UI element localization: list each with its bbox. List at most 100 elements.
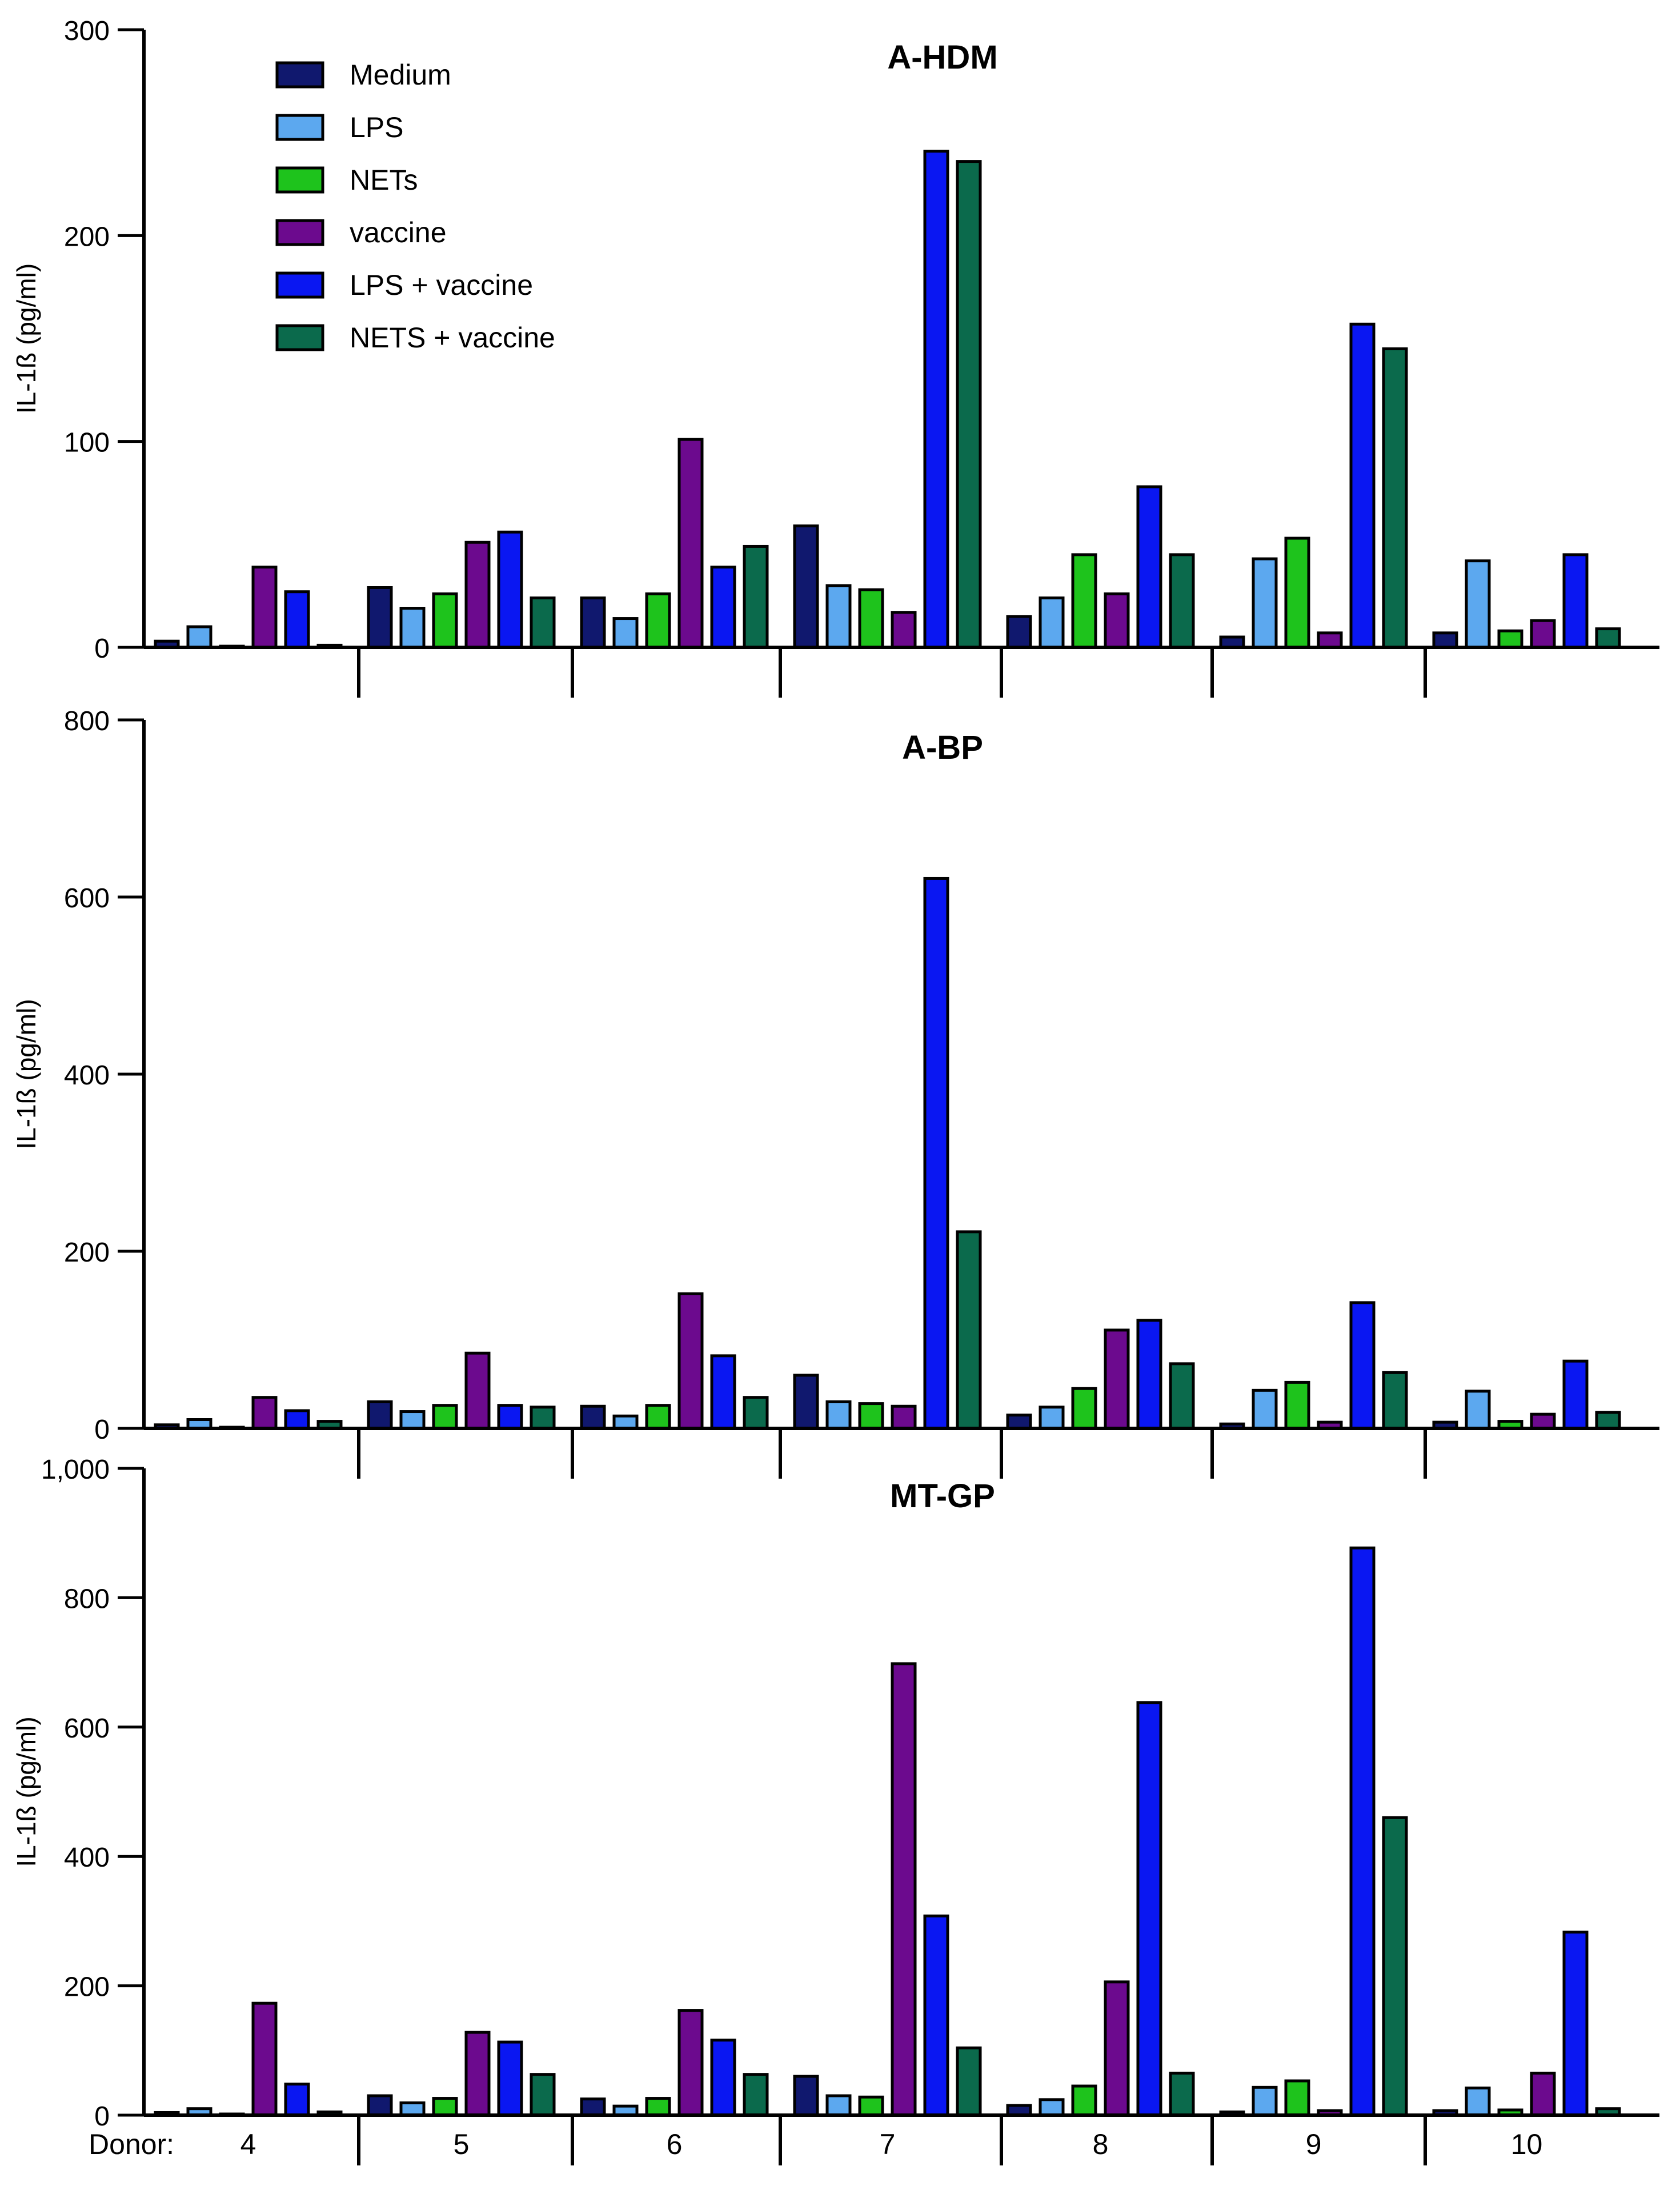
y-axis-label: IL-1ß (pg/ml) [11,999,41,1149]
bar-mt-gp-donor-7-nets-vaccine [956,2046,982,2117]
bar-a-bp-donor-10-nets-vaccine [1595,1411,1621,1430]
bar-a-hdm-donor-7-vaccine [891,611,917,649]
y-tick-label: 800 [64,706,110,736]
bar-mt-gp-donor-10-lps [1465,2086,1491,2117]
bar-mt-gp-donor-8-vaccine [1104,1980,1130,2117]
bar-a-bp-donor-9-nets [1284,1380,1310,1430]
x-tick-label: 9 [1306,2128,1322,2160]
legend-swatch [275,166,324,194]
bar-a-hdm-donor-9-nets-vaccine [1382,347,1408,649]
bar-a-bp-donor-5-medium [367,1400,393,1430]
bar-mt-gp-donor-7-lps-vaccine [923,1914,949,2117]
bar-a-hdm-donor-10-nets-vaccine [1595,627,1621,649]
bar-a-bp-donor-9-lps [1252,1388,1278,1430]
bar-a-hdm-donor-5-lps [399,607,426,649]
bar-a-hdm-donor-7-lps-vaccine [923,150,949,649]
bar-mt-gp-donor-7-medium [793,2075,819,2117]
panel-mt-gp: 0 200 400 600 800 1,000 IL-1ß (pg/ml) MT-GP Dono… [11,1455,1659,2165]
chart-title: MT-GP [890,1478,995,1515]
bar-a-bp-donor-10-lps [1465,1390,1491,1430]
bar-a-hdm-donor-5-nets-vaccine [530,596,556,649]
bar-a-bp-donor-8-lps [1039,1406,1065,1430]
bar-a-hdm-donor-6-medium [580,596,606,649]
panel-a-hdm: 0 100 200 300 IL-1ß (pg/ml) A-HDM [11,16,1659,698]
bar-a-hdm-donor-8-medium [1006,615,1032,649]
bar-mt-gp-donor-7-nets [858,2095,884,2117]
y-tick-label: 0 [94,634,110,664]
bar-a-bp-donor-8-lps-vaccine [1136,1319,1162,1430]
y-axis-label: IL-1ß (pg/ml) [11,263,41,414]
y-axis-label: IL-1ß (pg/ml) [11,1716,41,1867]
bar-mt-gp-donor-8-nets [1071,2084,1097,2117]
bar-a-hdm-donor-10-lps-vaccine [1562,553,1589,649]
bar-a-bp-donor-8-vaccine [1104,1328,1130,1430]
bar-a-hdm-donor-9-lps-vaccine [1349,322,1376,649]
x-tick-label: 7 [880,2128,896,2160]
bar-a-bp-donor-7-nets-vaccine [956,1230,982,1430]
bar-a-hdm-donor-10-nets [1497,629,1523,649]
bar-a-hdm-donor-10-lps [1465,559,1491,649]
x-tick-label: 8 [1093,2128,1109,2160]
legend-swatch [275,271,324,299]
y-tick-label: 200 [64,1972,110,2003]
y-tick-label: 400 [64,1060,110,1091]
bar-mt-gp-donor-6-vaccine [677,2009,704,2117]
y-tick-label: 400 [64,1843,110,1873]
bar-a-bp-donor-7-vaccine [891,1404,917,1430]
bar-a-hdm-donor-7-medium [793,524,819,649]
bar-mt-gp-donor-9-lps [1252,2085,1278,2117]
bar-a-bp-donor-6-nets [645,1404,671,1430]
y-tick-label: 600 [64,883,110,914]
bar-a-hdm-donor-5-nets [432,592,458,649]
bar-a-bp-donor-8-nets-vaccine [1169,1362,1195,1430]
legend-swatch [275,61,324,89]
bar-mt-gp-donor-9-nets [1284,2079,1310,2117]
bar-a-hdm-donor-5-medium [367,586,393,649]
bar-a-bp-donor-7-medium [793,1374,819,1430]
bar-mt-gp-donor-5-nets-vaccine [530,2073,556,2117]
legend: Medium LPS NETs vaccine LPS + vaccine NETS + … [275,59,555,354]
bar-a-hdm-donor-4-lps-vaccine [284,590,310,649]
panel-a-bp: 0 200 400 600 800 IL-1ß (pg/ml) A-BP [11,706,1659,1479]
bar-a-bp-donor-4-lps-vaccine [284,1409,310,1430]
bar-mt-gp-donor-9-nets-vaccine [1382,1816,1408,2117]
legend-label: LPS + vaccine [350,269,533,301]
bar-a-bp-donor-6-medium [580,1404,606,1430]
bar-a-hdm-donor-6-lps [612,617,639,649]
bar-a-bp-donor-10-lps-vaccine [1562,1359,1589,1430]
chart-title: A-BP [902,729,983,766]
y-tick-label: 0 [94,1415,110,1445]
bar-a-bp-donor-7-nets [858,1402,884,1430]
y-tick-label: 200 [64,222,110,252]
y-tick-label: 100 [64,428,110,458]
bar-a-hdm-donor-9-nets [1284,537,1310,649]
bar-mt-gp-donor-5-nets [432,2097,458,2117]
bar-a-bp-donor-9-nets-vaccine [1382,1371,1408,1430]
bar-mt-gp-donor-5-medium [367,2094,393,2117]
bar-a-bp-donor-7-lps [825,1400,852,1430]
bar-a-bp-donor-4-vaccine [251,1396,278,1430]
bar-a-bp-donor-6-lps-vaccine [710,1354,736,1430]
bar-mt-gp-donor-6-medium [580,2097,606,2117]
y-tick-label: 600 [64,1713,110,1744]
y-tick-label: 0 [94,2101,110,2132]
bar-a-hdm-donor-7-lps [825,584,852,649]
bar-a-bp-donor-8-nets [1071,1387,1097,1430]
bar-a-hdm-donor-10-vaccine [1530,619,1556,649]
legend-label: vaccine [350,217,447,249]
bar-a-bp-donor-9-lps-vaccine [1349,1301,1376,1430]
legend-swatch [275,219,324,246]
x-axis-label: Donor: [89,2128,174,2160]
bar-a-hdm-donor-10-medium [1432,631,1458,649]
x-tick-label: 4 [240,2128,256,2160]
bar-a-bp-donor-6-nets-vaccine [743,1396,769,1430]
bar-a-bp-donor-8-medium [1006,1414,1032,1430]
bar-a-hdm-donor-8-nets-vaccine [1169,553,1195,649]
bar-mt-gp-donor-8-lps-vaccine [1136,1701,1162,2117]
y-tick-label: 200 [64,1238,110,1268]
bar-mt-gp-donor-10-lps-vaccine [1562,1931,1589,2117]
bar-a-hdm-donor-6-nets-vaccine [743,545,769,649]
bar-mt-gp-donor-7-vaccine [891,1662,917,2117]
bar-mt-gp-donor-6-nets [645,2097,671,2117]
